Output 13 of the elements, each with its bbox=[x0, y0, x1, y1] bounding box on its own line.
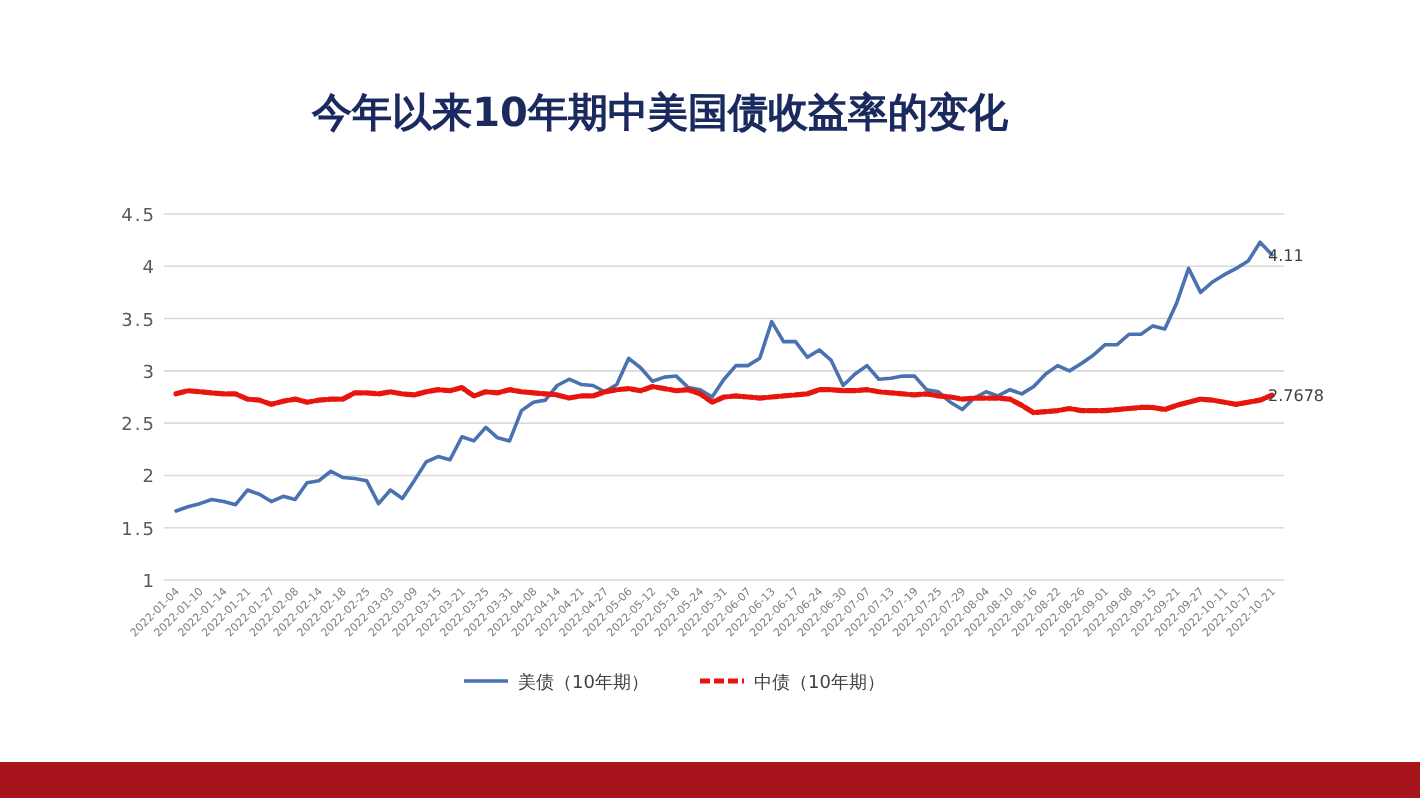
y-tick-label: 4.5 bbox=[121, 207, 156, 227]
y-tick-label: 2 bbox=[142, 468, 156, 489]
legend-label: 中债（10年期） bbox=[754, 672, 885, 694]
y-tick-label: 1.5 bbox=[121, 520, 156, 541]
y-tick-label: 3.5 bbox=[121, 311, 156, 332]
y-tick-label: 4 bbox=[142, 259, 156, 280]
data-label: 2.7678 bbox=[1268, 387, 1324, 406]
y-tick-label: 3 bbox=[142, 363, 156, 384]
data-label: 4.11 bbox=[1268, 246, 1304, 265]
legend-label: 美债（10年期） bbox=[518, 672, 649, 694]
title: 今年以来10年期中美国债收益率的变化 bbox=[312, 88, 1008, 136]
y-tick-label: 2.5 bbox=[121, 416, 156, 437]
y-tick-label: 1 bbox=[142, 573, 156, 593]
